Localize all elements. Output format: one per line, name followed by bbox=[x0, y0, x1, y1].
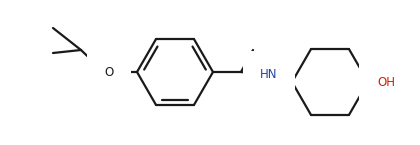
Text: HN: HN bbox=[260, 68, 278, 81]
Text: OH: OH bbox=[377, 76, 395, 88]
Text: O: O bbox=[105, 66, 114, 78]
